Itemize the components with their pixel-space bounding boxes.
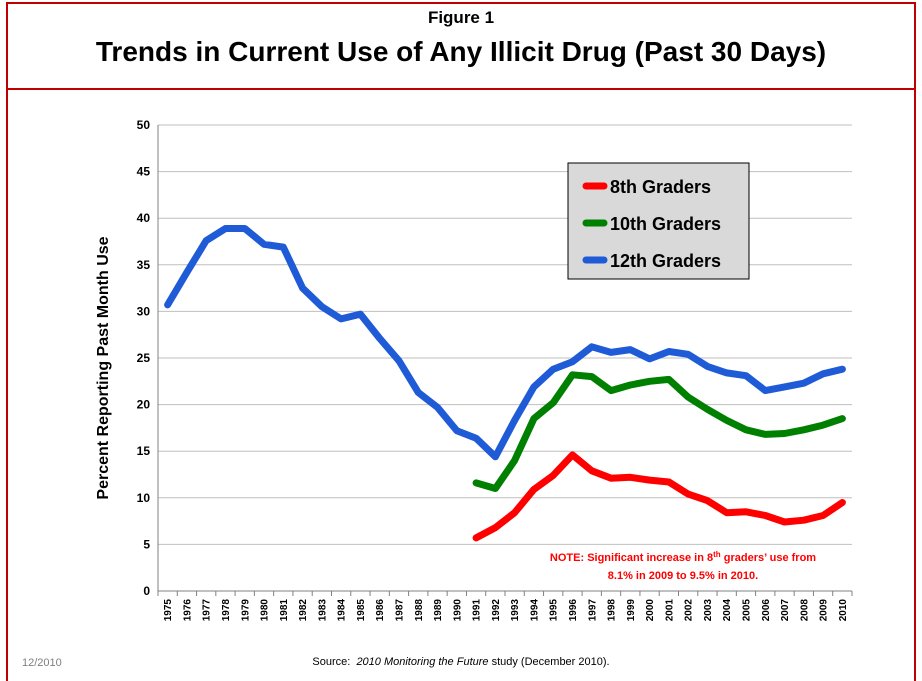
x-tick-label: 1980: [260, 599, 271, 622]
x-tick-label: 1984: [337, 599, 348, 622]
x-tick-label: 2006: [761, 599, 772, 622]
x-tick-label: 1998: [607, 599, 618, 622]
x-tick-labels: 1975 1976 1977 1978 1979 1980 1981 1982 1983 1984…: [163, 599, 849, 622]
x-tick-label: 1988: [414, 599, 425, 622]
note-line1-sup: th: [713, 550, 721, 559]
footer-date: 12/2010: [22, 657, 62, 669]
y-tick-label: 0: [143, 584, 150, 598]
y-tick-label: 50: [137, 118, 151, 132]
x-tick-label: 1991: [472, 599, 483, 622]
y-tick-label: 15: [137, 444, 151, 458]
y-tick-label: 20: [137, 398, 151, 412]
source-prefix: Source:: [312, 656, 357, 668]
y-axis-label: Percent Reporting Past Month Use: [95, 236, 112, 499]
series-line-8th-graders: [472, 451, 846, 542]
y-tick-label: 10: [137, 491, 151, 505]
x-tick-label: 1990: [452, 599, 463, 622]
legend-label: 10th Graders: [610, 214, 721, 234]
x-tick-label: 1986: [375, 599, 386, 622]
x-tick-label: 2008: [799, 599, 810, 622]
series-lines: [164, 225, 846, 542]
x-tick-label: 2001: [664, 599, 675, 622]
x-tick-label: 1977: [202, 599, 213, 622]
x-tick-label: 1999: [626, 599, 637, 622]
note-line1-a: NOTE: Significant increase in 8: [550, 552, 713, 564]
x-tick-label: 1985: [356, 599, 367, 622]
x-tick-label: 1979: [240, 599, 251, 622]
x-tick-label: 2010: [838, 599, 849, 622]
figure-label: Figure 1: [427, 8, 495, 27]
x-tick-label: 2000: [645, 599, 656, 622]
x-tick-label: 1994: [529, 599, 540, 622]
x-tick-label: 2003: [703, 599, 714, 622]
x-tick-label: 1983: [317, 599, 328, 622]
x-tick-label: 1989: [433, 599, 444, 622]
x-tick-label: 2004: [722, 599, 733, 622]
x-tick-label: 1978: [221, 599, 232, 622]
x-tick-label: 1995: [549, 599, 560, 622]
source-suffix: study (December 2010).: [488, 656, 610, 668]
note: NOTE: Significant increase in 8th grader…: [550, 550, 816, 583]
note-line1-b: graders’ use from: [721, 552, 817, 564]
series-line-12th-graders: [164, 225, 846, 461]
series-line-10th-graders: [472, 371, 846, 492]
y-tick-label: 45: [137, 165, 151, 179]
y-tick-labels: 0 5 10 15 20 25 30 35 40 45 50: [137, 118, 151, 598]
y-tick-label: 30: [137, 304, 151, 318]
x-tick-label: 2002: [684, 599, 695, 622]
x-tick-label: 1982: [298, 599, 309, 622]
y-tick-label: 25: [137, 351, 151, 365]
svg-text:NOTE: Significant increase in: NOTE: Significant increase in 8th grader…: [550, 550, 816, 565]
x-tick-label: 1992: [491, 599, 502, 622]
source-title: 2010 Monitoring the Future: [356, 656, 489, 668]
x-tick-label: 2007: [780, 599, 791, 622]
note-line2: 8.1% in 2009 to 9.5% in 2010.: [608, 570, 758, 582]
x-tick-label: 1981: [279, 599, 290, 622]
x-tick-label: 2005: [741, 599, 752, 622]
x-tick-label: 1993: [510, 599, 521, 622]
figure-title: Trends in Current Use of Any Illicit Dru…: [95, 36, 827, 67]
legend-label: 8th Graders: [610, 177, 711, 197]
x-tick-label: 1975: [163, 599, 174, 622]
x-tick-label: 1987: [394, 599, 405, 622]
y-tick-label: 40: [137, 211, 151, 225]
figure-frame: [6, 2, 916, 681]
header-divider: [6, 88, 916, 90]
x-tick-label: 1976: [182, 599, 193, 622]
y-tick-label: 5: [143, 537, 150, 551]
footer-source: Source: 2010 Monitoring the Future study…: [0, 656, 922, 668]
x-tick-label: 1996: [568, 599, 579, 622]
legend-label: 12th Graders: [610, 251, 721, 271]
x-tick-label: 1997: [587, 599, 598, 622]
y-tick-label: 35: [137, 258, 151, 272]
x-tick-label: 2009: [819, 599, 830, 622]
axes: [157, 125, 853, 596]
legend: 8th Graders 10th Graders 12th Graders: [567, 162, 750, 280]
